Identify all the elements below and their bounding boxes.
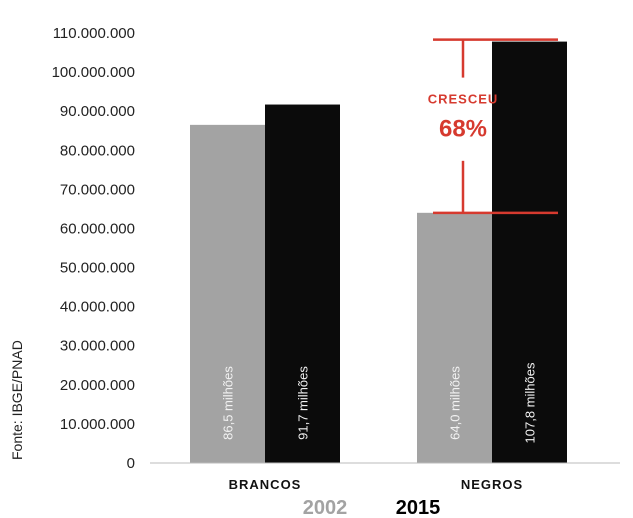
bar-negros-2015	[492, 41, 567, 463]
y-tick-label: 70.000.000	[60, 181, 135, 198]
y-tick-label: 30.000.000	[60, 338, 135, 355]
y-tick-label: 20.000.000	[60, 377, 135, 394]
bar-value-label: 64,0 milhões	[448, 366, 463, 440]
annotation-percent: 68%	[439, 116, 487, 143]
legend: 2002 2015	[303, 497, 441, 518]
bar-value-label: 107,8 milhões	[523, 362, 538, 443]
bar-brancos-2015	[265, 104, 340, 463]
category-labels: BRANCOS NEGROS	[229, 477, 523, 492]
bar-negros-2002	[417, 212, 492, 463]
bar-brancos-2002	[190, 124, 265, 463]
y-tick-label: 110.000.000	[53, 25, 135, 42]
y-axis: 110.000.000 100.000.000 90.000.000 80.000.0…	[52, 25, 135, 472]
annotation-label: CRESCEU	[428, 92, 499, 107]
bar-value-label: 91,7 milhões	[296, 366, 311, 440]
y-tick-label: 40.000.000	[60, 299, 135, 316]
category-label-brancos: BRANCOS	[229, 477, 302, 492]
legend-item-2002: 2002	[303, 497, 348, 518]
y-tick-label: 10.000.000	[60, 416, 135, 433]
y-tick-label: 100.000.000	[52, 64, 135, 81]
source-label: Fonte: IBGE/PNAD	[9, 340, 25, 460]
bars: 86,5 milhões 64,0 milhões 91,7 milhões 107,…	[150, 41, 620, 464]
category-label-negros: NEGROS	[461, 477, 523, 492]
growth-annotation: CRESCEU 68%	[428, 38, 558, 215]
y-tick-label: 90.000.000	[60, 103, 135, 120]
legend-item-2015: 2015	[396, 497, 441, 518]
y-tick-label: 60.000.000	[60, 220, 135, 237]
bar-value-label: 86,5 milhões	[221, 366, 236, 440]
y-tick-label: 0	[127, 455, 135, 472]
y-tick-label: 80.000.000	[60, 142, 135, 159]
y-tick-label: 50.000.000	[60, 260, 135, 277]
